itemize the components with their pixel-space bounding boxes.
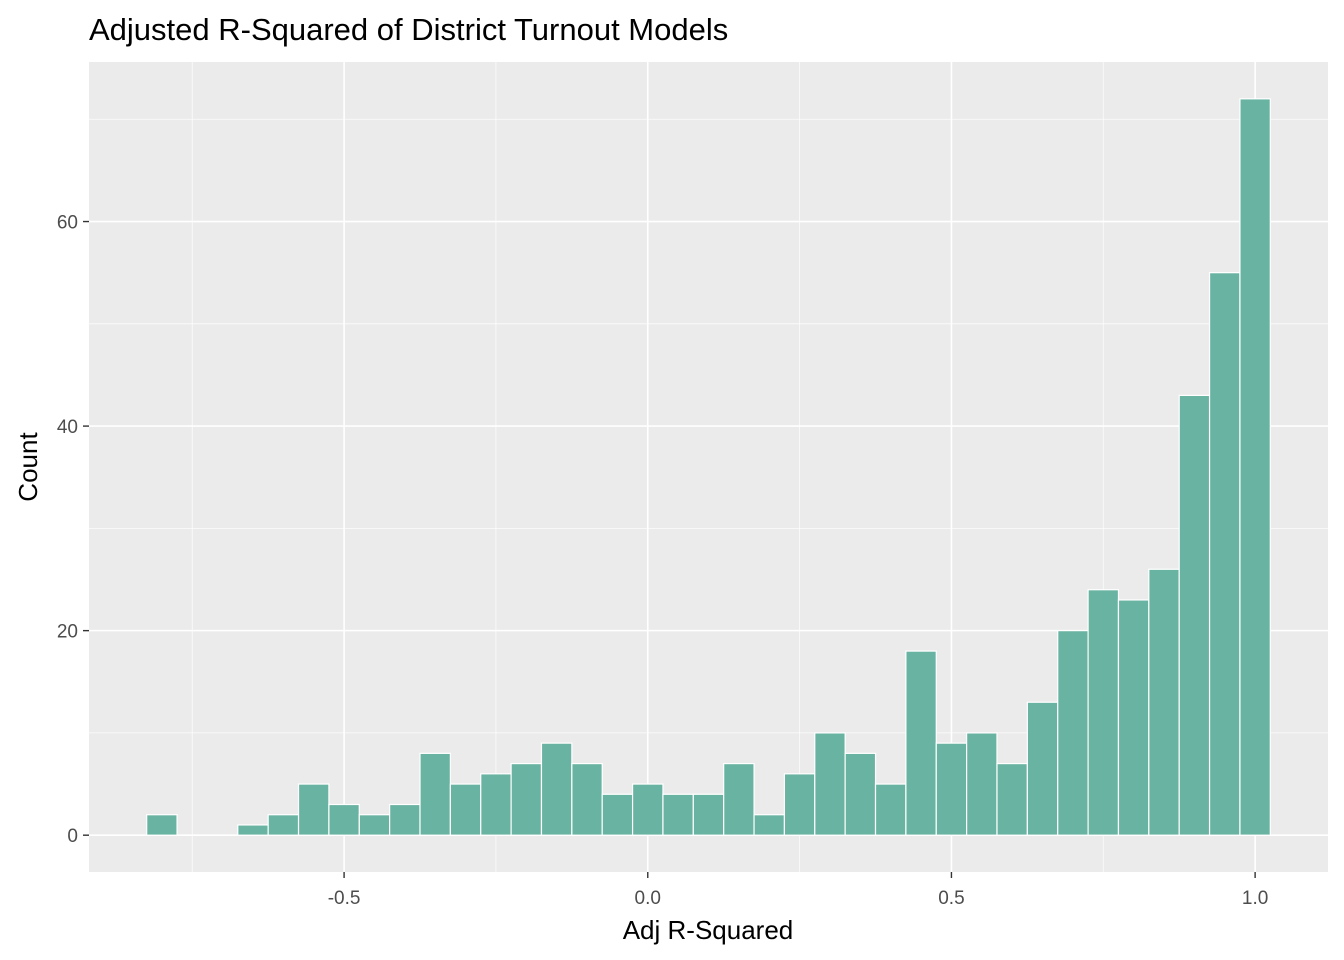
x-tick-label: -0.5 bbox=[328, 888, 361, 909]
histogram-bar bbox=[510, 762, 543, 836]
histogram-bar bbox=[723, 762, 755, 836]
histogram-bar bbox=[935, 742, 968, 836]
histogram-bar bbox=[1148, 568, 1180, 836]
histogram-bar bbox=[692, 793, 725, 836]
y-tick-label: 60 bbox=[57, 213, 78, 234]
histogram-bar bbox=[783, 773, 816, 836]
histogram-bar bbox=[844, 752, 877, 836]
histogram-bars bbox=[146, 98, 1271, 836]
histogram-bar bbox=[1239, 98, 1271, 836]
x-axis: -0.5 0.0 0.5 1.0 bbox=[328, 872, 1268, 909]
histogram-bar bbox=[297, 783, 330, 836]
y-tick-label: 0 bbox=[67, 826, 78, 847]
histogram-bar bbox=[814, 732, 846, 836]
histogram-bar bbox=[966, 732, 998, 836]
histogram-bar bbox=[358, 814, 391, 836]
chart-title: Adjusted R-Squared of District Turnout M… bbox=[89, 12, 728, 47]
histogram-bar bbox=[389, 803, 421, 836]
histogram-bar bbox=[601, 793, 634, 836]
histogram-bar bbox=[146, 814, 178, 836]
histogram-bar bbox=[540, 742, 573, 836]
histogram-bar bbox=[449, 783, 482, 836]
y-tick-label: 20 bbox=[57, 622, 78, 643]
x-tick-label: 0.0 bbox=[635, 888, 661, 909]
histogram-bar bbox=[753, 814, 786, 836]
y-axis-title: Count bbox=[13, 432, 43, 502]
histogram-bar bbox=[662, 793, 694, 836]
histogram-bar bbox=[1026, 701, 1059, 836]
x-axis-title: Adj R-Squared bbox=[623, 915, 794, 945]
histogram-bar bbox=[874, 783, 907, 836]
histogram-bar bbox=[419, 752, 451, 836]
major-gridlines bbox=[89, 62, 1328, 872]
histogram-bar bbox=[996, 762, 1028, 836]
histogram-bar bbox=[1087, 589, 1120, 836]
histogram-bar bbox=[1057, 630, 1089, 836]
histogram-bar bbox=[267, 814, 300, 836]
y-axis: 0 20 40 60 bbox=[57, 213, 89, 847]
histogram-bar bbox=[480, 773, 512, 836]
x-tick-label: 1.0 bbox=[1242, 888, 1268, 909]
histogram-bar bbox=[571, 762, 603, 836]
histogram-bar bbox=[1117, 599, 1150, 836]
x-tick-label: 0.5 bbox=[938, 888, 964, 909]
histogram-bar bbox=[1208, 272, 1241, 836]
histogram-bar bbox=[328, 803, 360, 836]
histogram-bar bbox=[905, 650, 937, 836]
y-tick-label: 40 bbox=[57, 417, 78, 438]
histogram-bar bbox=[237, 824, 269, 836]
histogram-bar bbox=[631, 783, 664, 836]
histogram-bar bbox=[1178, 394, 1211, 836]
minor-gridlines bbox=[89, 62, 1328, 872]
